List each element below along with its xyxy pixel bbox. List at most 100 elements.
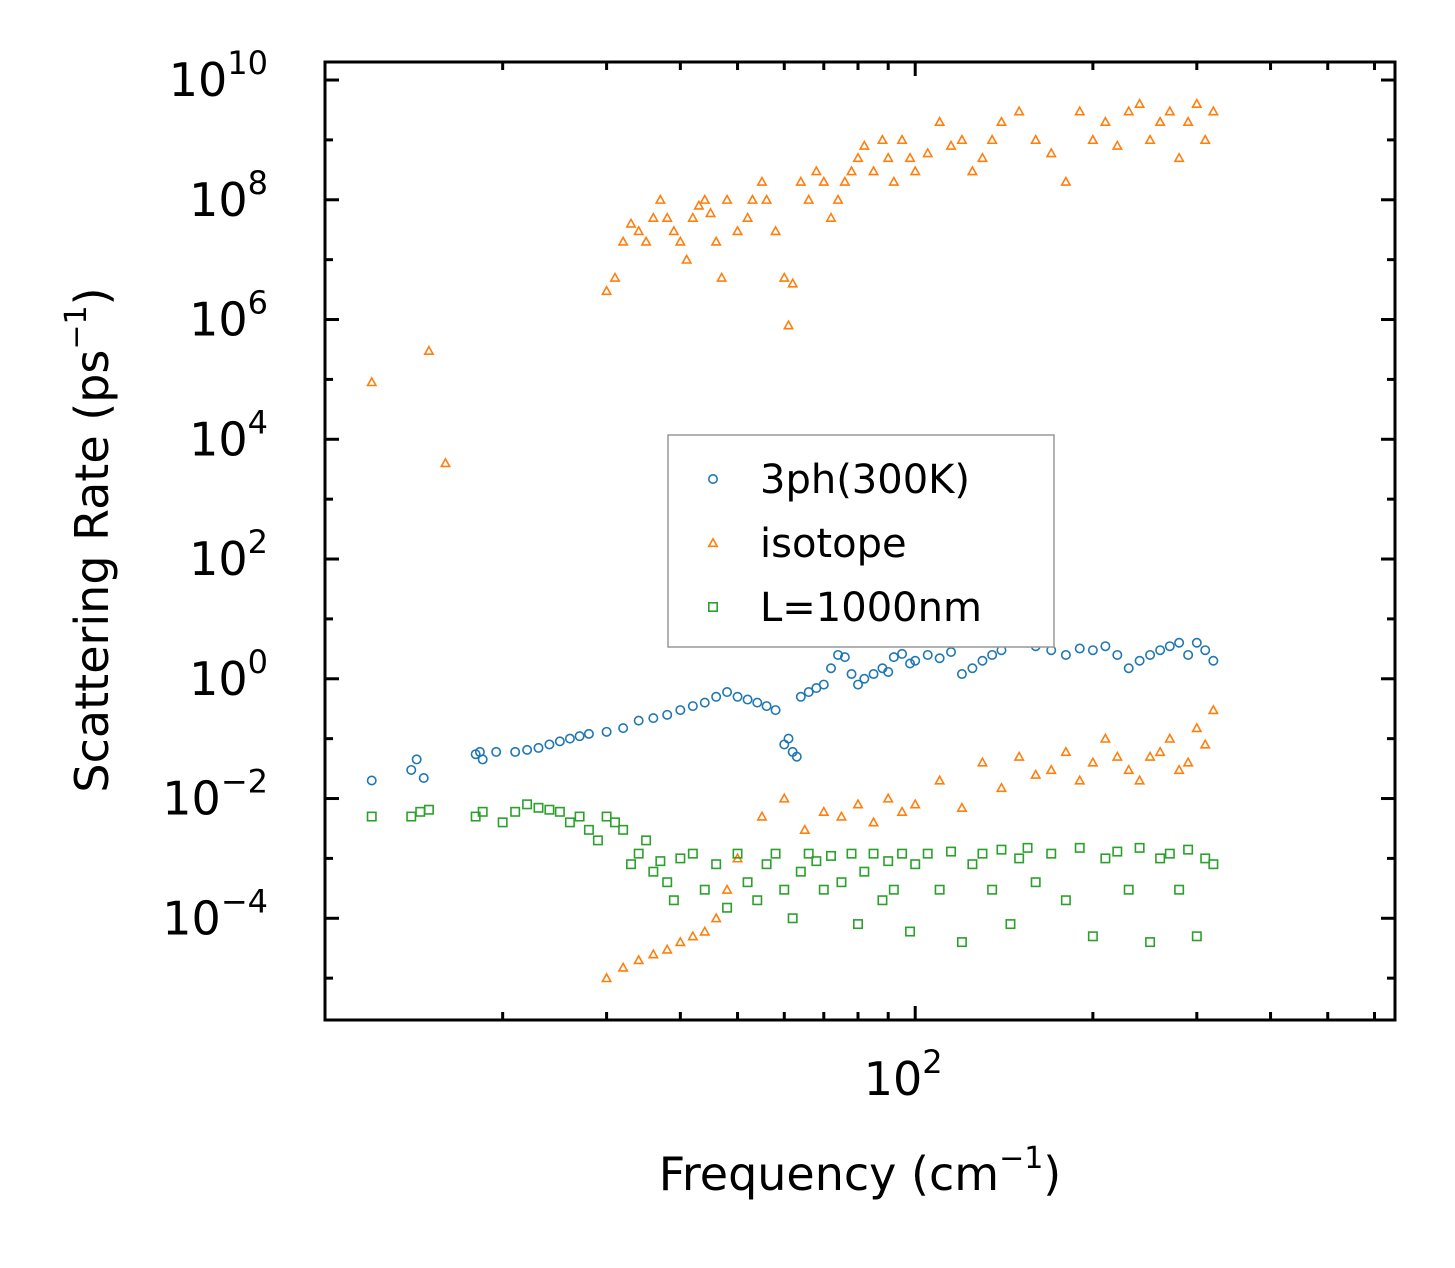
data-point: [1123, 663, 1134, 674]
data-point: [761, 859, 772, 870]
legend-label-3: L=1000nm: [760, 585, 982, 631]
data-point: [910, 859, 921, 870]
data-point: [867, 816, 880, 827]
data-point: [722, 902, 733, 913]
data-point: [1164, 732, 1176, 743]
data-point: [852, 798, 864, 809]
data-point: [1144, 134, 1156, 145]
data-point: [922, 649, 933, 660]
data-point: [742, 877, 753, 888]
y-tick-label-exp: 4: [248, 403, 268, 441]
data-point: [782, 319, 795, 330]
data-point: [853, 919, 864, 930]
data-point: [1154, 116, 1166, 127]
data-point: [836, 877, 847, 888]
data-point: [967, 663, 978, 674]
data-point: [905, 658, 916, 669]
series-3: [366, 799, 1219, 948]
data-point: [896, 805, 908, 816]
data-point: [1183, 649, 1194, 660]
data-point: [934, 653, 945, 664]
data-point: [711, 859, 722, 870]
legend-marker-3: [707, 601, 718, 612]
data-point: [648, 713, 659, 724]
y-axis-title-sup: −1: [59, 305, 94, 349]
data-point: [699, 697, 710, 708]
data-point: [722, 687, 733, 698]
data-point: [883, 856, 894, 867]
data-point: [647, 211, 659, 222]
data-point: [418, 773, 429, 784]
data-point: [1060, 895, 1071, 906]
data-point: [1145, 649, 1156, 660]
data-point: [617, 235, 629, 246]
data-point: [859, 866, 870, 877]
y-axis-title: Scattering Rate (ps−1): [59, 287, 119, 792]
data-point: [1164, 641, 1175, 652]
data-point: [1060, 175, 1072, 186]
data-point: [1013, 105, 1025, 116]
data-point: [1164, 848, 1175, 859]
data-point: [909, 798, 921, 809]
data-point: [574, 731, 585, 742]
data-point: [533, 802, 544, 813]
data-point: [818, 805, 830, 816]
data-point: [1145, 937, 1156, 948]
data-point: [1030, 877, 1041, 888]
data-point: [803, 193, 815, 204]
data-point: [1208, 655, 1219, 666]
data-point: [662, 709, 673, 720]
data-point: [731, 225, 744, 236]
data-point: [491, 746, 502, 757]
data-point: [1100, 853, 1111, 864]
data-point: [1099, 732, 1111, 743]
data-point: [699, 925, 711, 936]
y-tick-label-exp: 6: [248, 284, 268, 322]
data-point: [811, 856, 822, 867]
data-point: [687, 848, 698, 859]
data-point: [687, 211, 699, 222]
data-point: [1199, 738, 1211, 749]
data-point: [934, 884, 945, 895]
data-point: [1199, 134, 1211, 145]
data-point: [1207, 105, 1219, 116]
points-layer: [366, 98, 1219, 983]
data-point: [1060, 649, 1071, 660]
data-point: [687, 930, 699, 941]
y-tick-label-base: 10: [169, 53, 228, 107]
data-point: [477, 754, 488, 765]
data-point: [423, 804, 434, 815]
x-tick-label-base: 10: [864, 1052, 923, 1106]
data-point: [888, 175, 900, 186]
data-point: [533, 742, 544, 753]
data-point: [852, 152, 864, 163]
data-point: [618, 824, 629, 835]
data-point: [564, 817, 575, 828]
plot-frame: [323, 60, 1397, 1022]
data-point: [1191, 931, 1202, 942]
data-point: [839, 652, 850, 663]
data-point: [675, 705, 686, 716]
data-point: [987, 884, 998, 895]
y-tick-label-exp: 10: [227, 44, 268, 82]
data-point: [1182, 756, 1194, 767]
data-point: [770, 705, 781, 716]
data-point: [986, 134, 998, 145]
data-point: [626, 859, 637, 870]
data-point: [1154, 746, 1166, 757]
data-point: [826, 850, 837, 861]
data-point: [877, 895, 888, 906]
data-point: [423, 344, 435, 355]
data-point: [721, 193, 733, 204]
data-point: [721, 883, 733, 894]
data-point: [868, 848, 879, 859]
data-point: [818, 884, 829, 895]
data-point: [987, 649, 998, 660]
legend: 3ph(300K) isotope L=1000nm: [667, 434, 1055, 648]
data-point: [601, 811, 612, 822]
data-point: [633, 954, 645, 965]
data-point: [439, 457, 452, 468]
x-axis-title-sup: −1: [999, 1141, 1043, 1176]
data-point: [853, 679, 864, 690]
data-point: [1099, 116, 1111, 127]
